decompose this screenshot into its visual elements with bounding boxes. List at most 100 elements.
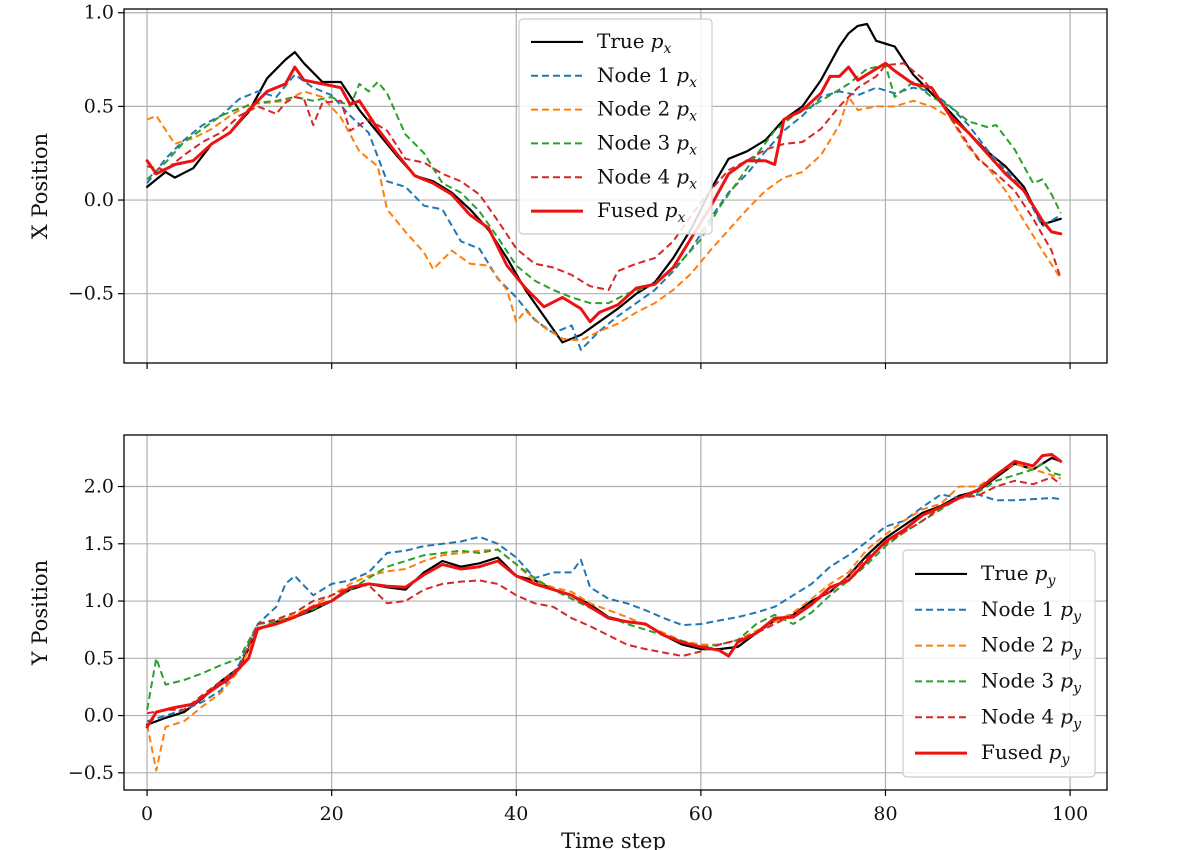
legend-subscript: y [1046, 573, 1056, 589]
y-tick-label: −0.5 [68, 283, 114, 305]
legend-item: True py [915, 561, 1056, 589]
legend-item: True px [531, 29, 671, 57]
legend-subscript: x [689, 75, 697, 91]
legend-series-name: Node 2 [597, 97, 670, 121]
legend-item: Fused px [531, 198, 685, 226]
plot-frame [123, 434, 1108, 791]
x-axis-label: Time step [561, 829, 666, 850]
legend-item: Node 2 px [531, 97, 697, 125]
legend-label: Fused py [981, 740, 1070, 768]
legend-item: Node 1 px [531, 63, 697, 91]
legend-symbol: p [676, 97, 689, 121]
series-line-node-4 [146, 62, 1062, 291]
y-axis-label: Y Position [28, 560, 52, 666]
legend-item: Node 4 py [915, 704, 1082, 732]
series-lines [145, 22, 1063, 351]
legend-item: Fused py [915, 740, 1070, 768]
legend-box [518, 18, 713, 235]
legend-symbol: p [1060, 668, 1073, 692]
legend-subscript: x [677, 210, 685, 226]
plot-frame [123, 8, 1108, 364]
series-line-node-2 [146, 462, 1062, 772]
legend-label: Node 4 px [597, 164, 697, 192]
legend-item: Node 3 px [531, 130, 697, 158]
legend-subscript: y [1072, 716, 1082, 732]
series-line-true [146, 22, 1062, 344]
legend-label: Node 2 py [981, 633, 1082, 661]
series-line-node-2 [146, 90, 1062, 342]
y-tick-label: 0.0 [84, 189, 114, 211]
legend-symbol: p [676, 164, 689, 188]
legend-label: Fused px [597, 198, 685, 226]
y-tick-label: 1.5 [84, 533, 114, 555]
legend-item: Node 4 px [531, 164, 697, 192]
series-line-fused [145, 453, 1063, 729]
legend-subscript: y [1072, 645, 1082, 661]
legend-item: Node 2 py [915, 633, 1082, 661]
series-line-node-1 [146, 493, 1061, 723]
legend-series-name: True [597, 29, 645, 53]
legend-symbol: p [1060, 704, 1073, 728]
legend-label: Node 3 py [981, 668, 1082, 696]
legend-label: Node 1 px [597, 63, 697, 91]
series-line-node-3 [146, 64, 1062, 305]
legend-series-name: Node 3 [981, 668, 1054, 692]
legend-subscript: x [689, 176, 697, 192]
legend-label: Node 1 py [981, 597, 1082, 625]
legend-label: True py [981, 561, 1056, 589]
legend-symbol: p [665, 198, 678, 222]
legend-series-name: Node 4 [981, 704, 1054, 728]
y-tick-label: 1.0 [84, 590, 114, 612]
legend-item: Node 3 py [915, 668, 1082, 696]
legend-series-name: Node 4 [597, 164, 670, 188]
legend-series-name: Node 2 [981, 633, 1054, 657]
y-tick-label: 0.5 [84, 647, 114, 669]
legend-symbol: p [676, 130, 689, 154]
legend-subscript: y [1060, 752, 1070, 768]
y-tick-label: 0.0 [84, 705, 114, 727]
x-tick-label: 60 [689, 803, 713, 825]
legend-series-name: Node 1 [597, 63, 670, 87]
x-tick-label: 0 [141, 803, 153, 825]
legend-series-name: Fused [981, 740, 1043, 764]
legend-subscript: y [1072, 609, 1082, 625]
legend-subscript: y [1072, 680, 1082, 696]
legend-series-name: Fused [597, 198, 659, 222]
legend-symbol: p [1035, 561, 1048, 585]
y-tick-label: 1.0 [84, 2, 114, 24]
legend-label: Node 4 py [981, 704, 1082, 732]
legend-subscript: x [689, 109, 697, 125]
legend-label: Node 2 px [597, 97, 697, 125]
legend-symbol: p [1049, 740, 1062, 764]
series-line-fused [145, 61, 1063, 324]
y-tick-label: 0.5 [84, 95, 114, 117]
legend-label: Node 3 px [597, 130, 697, 158]
legend-symbol: p [651, 29, 664, 53]
legend-symbol: p [1060, 597, 1073, 621]
legend-label: True px [597, 29, 671, 57]
series-line-node-1 [146, 73, 1062, 351]
legend-box [902, 549, 1096, 778]
y-axis-label: X Position [28, 133, 52, 239]
legend-series-name: True [981, 561, 1029, 585]
x-tick-label: 80 [873, 803, 897, 825]
legend-symbol: p [1060, 633, 1073, 657]
legend-item: Node 1 py [915, 597, 1082, 625]
y-tick-label: −0.5 [68, 762, 114, 784]
legend-series-name: Node 1 [981, 597, 1054, 621]
x-tick-label: 20 [320, 803, 344, 825]
legend-subscript: x [689, 142, 697, 158]
legend-subscript: x [663, 41, 671, 57]
y-tick-label: 2.0 [84, 476, 114, 498]
legend-series-name: Node 3 [597, 130, 670, 154]
x-tick-label: 40 [504, 803, 528, 825]
y-position-panel: 0 20 40 60 80 100 −0.5 0.0 0.5 1.0 1.5 2.0 Y Positio… [28, 434, 1108, 850]
series-lines [145, 453, 1063, 772]
x-tick-label: 100 [1052, 803, 1088, 825]
legend-symbol: p [676, 63, 689, 87]
series-line-node-4 [146, 476, 1062, 715]
